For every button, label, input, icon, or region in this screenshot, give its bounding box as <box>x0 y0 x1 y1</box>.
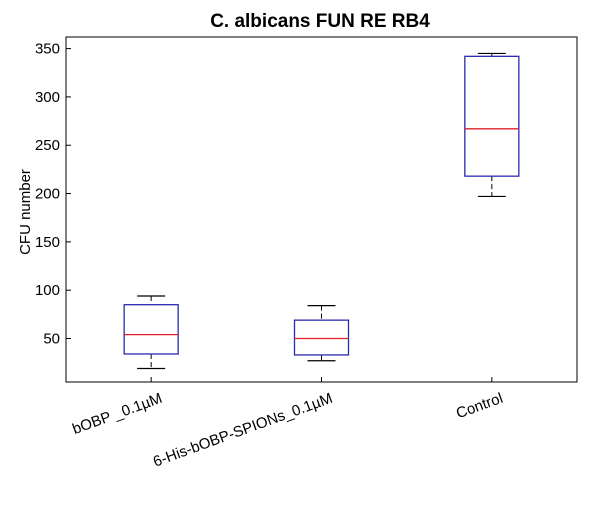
iqr-box <box>123 304 179 355</box>
iqr-box <box>293 319 350 356</box>
y-axis-label: CFU number <box>17 169 34 255</box>
chart-title: C. albicans FUN RE RB4 <box>210 11 430 32</box>
y-tick-label: 200 <box>35 186 60 203</box>
box-2 <box>293 305 350 362</box>
y-tick-label: 100 <box>35 282 60 299</box>
box-series <box>123 52 520 370</box>
plot-area <box>65 36 578 383</box>
box-1 <box>123 295 179 370</box>
y-tick-label: 150 <box>35 234 60 251</box>
y-axis-ticks: 50 100 150 200 250 300 350 <box>35 41 71 348</box>
y-tick-label: 350 <box>35 41 60 58</box>
iqr-box <box>464 55 520 177</box>
x-tick-label: Control <box>454 390 505 423</box>
y-tick-label: 300 <box>35 89 60 106</box>
x-tick-label: bOBP _0.1µM <box>70 390 164 438</box>
y-tick-label: 50 <box>43 331 60 348</box>
y-tick-label: 250 <box>35 137 60 154</box>
box-3 <box>464 52 520 198</box>
x-tick-label: 6-His-bOBP-SPIONs_0.1µM <box>151 390 335 471</box>
